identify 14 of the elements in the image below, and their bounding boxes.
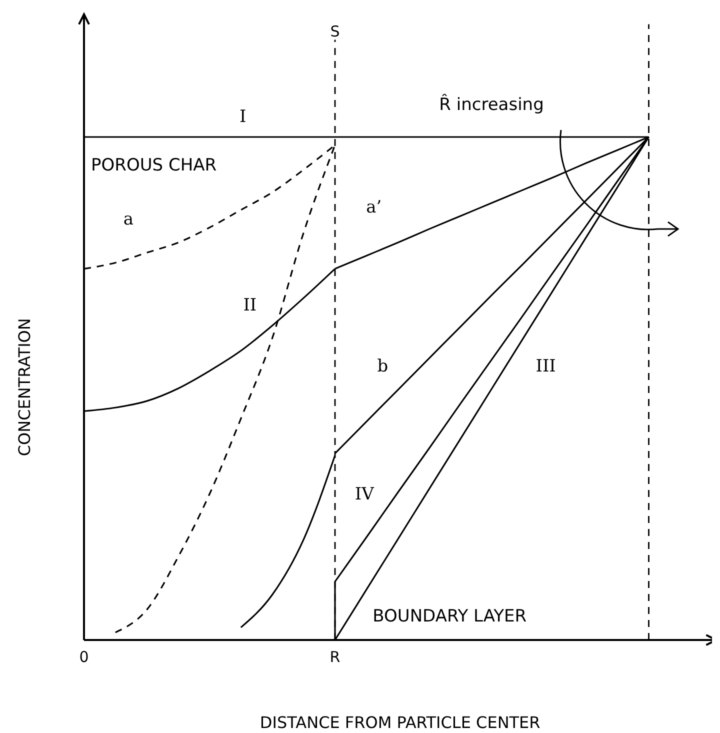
text: I <box>240 106 246 127</box>
x-tick-label: R <box>330 648 340 666</box>
annotation: a’ <box>366 197 382 218</box>
annotation: POROUS CHAR <box>91 156 217 176</box>
y-axis-title: CONCENTRATION <box>15 318 34 456</box>
annotation: b <box>377 356 388 376</box>
annotation: IV <box>354 484 375 505</box>
annotation: BOUNDARY LAYER <box>372 606 527 626</box>
text: R̂ increasing <box>439 94 544 115</box>
annotation: II <box>243 296 257 316</box>
x-tick-label: 0 <box>79 648 89 666</box>
annotation: III <box>536 356 556 376</box>
annotation: a <box>123 210 134 230</box>
x-axis-title: DISTANCE FROM PARTICLE CENTER <box>260 713 540 732</box>
